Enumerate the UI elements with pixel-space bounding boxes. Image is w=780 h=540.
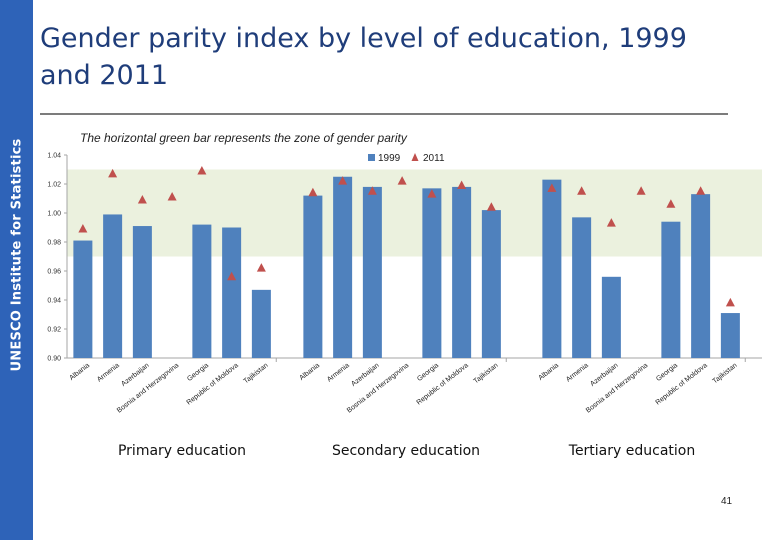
x-tick-label: Tajikistan <box>712 362 739 385</box>
x-tick-label: Azerbaijan <box>350 362 380 388</box>
x-tick-label: Armenia <box>326 362 351 384</box>
x-tick-label: Armenia <box>96 362 121 384</box>
y-tick-label: 0.90 <box>47 356 61 363</box>
x-tick-label: Albania <box>68 362 91 382</box>
y-tick-label: 1.04 <box>47 153 61 160</box>
x-tick-label: Georgia <box>186 362 210 383</box>
y-tick-label: 1.00 <box>47 211 61 218</box>
x-tick-label: Republic of Moldova <box>655 362 709 407</box>
legend-marker-2011 <box>412 153 419 161</box>
legend-label-1999: 1999 <box>378 153 401 164</box>
bar-1999 <box>333 177 352 358</box>
bar-1999 <box>133 226 152 358</box>
x-tick-label: Bosnia and Herzegovina <box>116 362 180 415</box>
x-tick-label: Albania <box>537 362 560 382</box>
page-number: 41 <box>721 496 732 507</box>
y-tick-label: 0.98 <box>47 240 61 247</box>
bar-1999 <box>252 290 271 358</box>
x-tick-label: Tajikistan <box>473 362 500 385</box>
x-tick-label: Bosnia and Herzegovina <box>346 362 410 415</box>
bar-1999 <box>103 214 122 358</box>
group-label-tertiary: Tertiary education <box>569 443 695 459</box>
bar-1999 <box>222 228 241 359</box>
x-tick-label: Albania <box>298 362 321 382</box>
bar-1999 <box>661 222 680 358</box>
y-tick-label: 0.92 <box>47 327 61 334</box>
bar-1999 <box>303 196 322 358</box>
parity-zone-band <box>67 170 762 257</box>
bar-1999 <box>73 241 92 358</box>
marker-2011 <box>257 263 266 272</box>
legend-label-2011: 2011 <box>423 153 445 164</box>
x-tick-label: Bosnia and Herzegovina <box>585 362 649 415</box>
bar-1999 <box>452 187 471 358</box>
group-label-secondary: Secondary education <box>332 443 480 459</box>
bar-1999 <box>542 180 561 358</box>
bar-1999 <box>602 277 621 358</box>
x-tick-label: Republic of Moldova <box>416 362 470 407</box>
marker-2011 <box>726 298 735 307</box>
bar-1999 <box>192 225 211 358</box>
bar-1999 <box>482 210 501 358</box>
y-tick-label: 1.02 <box>47 182 61 189</box>
y-tick-label: 0.94 <box>47 298 61 305</box>
y-tick-label: 0.96 <box>47 269 61 276</box>
x-tick-label: Georgia <box>655 362 679 383</box>
x-tick-label: Republic of Moldova <box>186 362 240 407</box>
legend-swatch-1999 <box>368 154 375 161</box>
x-tick-label: Tajikistan <box>243 362 270 385</box>
bar-1999 <box>572 217 591 358</box>
x-tick-label: Azerbaijan <box>120 362 150 388</box>
bar-1999 <box>691 194 710 358</box>
bar-1999 <box>422 188 441 358</box>
bar-1999 <box>363 187 382 358</box>
x-tick-label: Azerbaijan <box>589 362 619 388</box>
bar-1999 <box>721 313 740 358</box>
x-tick-label: Georgia <box>416 362 440 383</box>
x-tick-label: Armenia <box>565 362 590 384</box>
group-label-primary: Primary education <box>118 443 246 459</box>
